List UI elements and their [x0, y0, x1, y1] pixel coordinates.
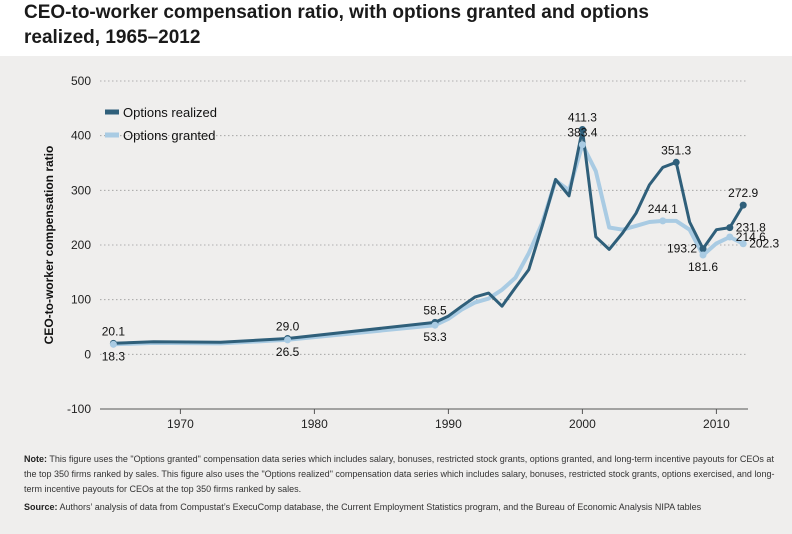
- data-label: 383.4: [567, 126, 597, 140]
- y-tick-label: 300: [71, 183, 91, 197]
- data-label: 58.5: [423, 303, 447, 317]
- data-point-marker: [739, 240, 747, 248]
- data-point-marker: [578, 125, 586, 133]
- data-label: 272.9: [728, 186, 758, 200]
- data-point-marker: [578, 141, 586, 149]
- source-paragraph: Source: Authors’ analysis of data from C…: [24, 500, 780, 515]
- data-point-marker: [109, 340, 117, 348]
- y-tick-label: -100: [67, 402, 91, 416]
- data-label: 20.1: [102, 324, 126, 338]
- y-tick-label: 200: [71, 238, 91, 252]
- data-label: 193.2: [667, 242, 697, 256]
- y-tick-label: 500: [71, 74, 91, 88]
- data-label: 411.3: [568, 110, 597, 124]
- y-tick-label: 0: [84, 347, 91, 361]
- legend-label: Options granted: [123, 128, 216, 143]
- data-label: 231.8: [736, 221, 766, 235]
- data-label: 244.1: [648, 202, 678, 216]
- data-point-marker: [699, 251, 707, 259]
- note-label: Note:: [24, 454, 47, 464]
- data-point-marker: [699, 245, 707, 253]
- data-point-marker: [672, 158, 680, 166]
- source-label: Source:: [24, 502, 58, 512]
- x-tick-label: 1980: [301, 417, 328, 431]
- data-label: 202.3: [749, 237, 779, 251]
- x-tick-label: 2010: [703, 417, 730, 431]
- data-label: 18.3: [102, 349, 126, 363]
- x-tick-label: 2000: [569, 417, 596, 431]
- data-point-marker: [726, 224, 734, 232]
- data-point-marker: [284, 336, 292, 344]
- y-axis-label: CEO-to-worker compensation ratio: [42, 146, 56, 345]
- legend-label: Options realized: [123, 105, 217, 120]
- chart-title: CEO-to-worker compensation ratio, with o…: [24, 2, 649, 48]
- data-point-marker: [739, 201, 747, 209]
- source-text: Authors’ analysis of data from Compustat…: [59, 502, 702, 512]
- data-point-marker: [431, 321, 439, 329]
- data-label: 29.0: [276, 319, 300, 333]
- note-text: This figure uses the "Options granted" c…: [24, 454, 775, 494]
- data-label: 351.3: [661, 143, 691, 157]
- y-tick-label: 400: [71, 129, 91, 143]
- data-point-marker: [659, 217, 667, 225]
- series-line-options-realized: [111, 128, 745, 345]
- data-label: 53.3: [423, 330, 447, 344]
- data-label: 181.6: [688, 260, 718, 274]
- chart-notes: Note: This figure uses the "Options gran…: [24, 452, 780, 515]
- x-tick-label: 1990: [435, 417, 462, 431]
- y-tick-label: 100: [71, 293, 91, 307]
- note-paragraph: Note: This figure uses the "Options gran…: [24, 452, 780, 497]
- data-point-marker: [726, 233, 734, 241]
- data-label: 26.5: [276, 345, 300, 359]
- x-tick-label: 1970: [167, 417, 194, 431]
